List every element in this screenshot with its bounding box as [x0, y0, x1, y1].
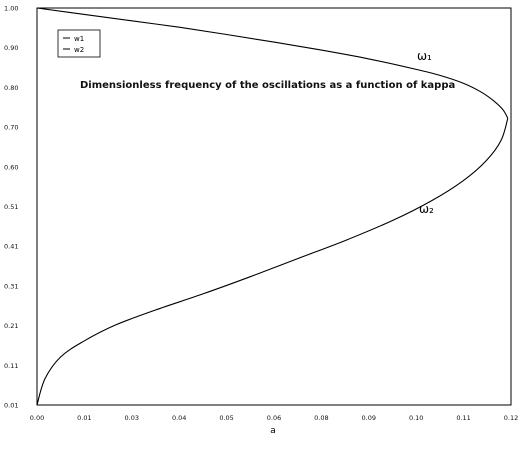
x-tick-label: 0.05 [219, 414, 233, 422]
x-tick-label: 0.11 [456, 414, 470, 422]
x-axis-label: a [270, 426, 276, 436]
legend: w1 w2 [57, 29, 101, 58]
x-tick-label: 0.03 [125, 414, 139, 422]
x-tick-label: 0.01 [77, 414, 91, 422]
x-tick-label: 0.00 [30, 414, 44, 422]
chart-annotation: Dimensionless frequency of the oscillati… [80, 80, 455, 91]
y-tick-label: 0.60 [4, 163, 18, 171]
y-tick-label: 0.21 [4, 322, 18, 330]
curve-label-omega1: ω₁ [417, 49, 432, 63]
x-tick-label: 0.04 [172, 414, 186, 422]
y-tick-label: 0.41 [4, 243, 18, 251]
y-tick-label: 0.01 [4, 402, 18, 410]
x-tick-label: 0.06 [267, 414, 281, 422]
tick-labels: 0.01 0.11 0.21 0.31 0.41 0.51 0.60 0.70 0.80 0.90… [4, 5, 518, 423]
y-tick-label: 0.11 [4, 362, 18, 370]
y-tick-label: 0.51 [4, 203, 18, 211]
axes-frame [36, 7, 512, 406]
series-layer [36, 7, 509, 406]
legend-box [57, 29, 101, 58]
plot-frame [36, 7, 512, 406]
y-tick-label: 0.90 [4, 44, 18, 52]
y-tick-label: 1.00 [4, 5, 18, 13]
series-line-w2 [36, 118, 509, 406]
x-tick-label: 0.09 [362, 414, 376, 422]
curve-label-omega2: ω₂ [419, 202, 434, 216]
y-tick-label: 0.31 [4, 282, 18, 290]
x-tick-label: 0.12 [504, 414, 518, 422]
series-line-w1 [36, 7, 509, 119]
y-tick-label: 0.70 [4, 124, 18, 132]
y-tick-label: 0.80 [4, 84, 18, 92]
legend-label-w1: w1 [74, 35, 84, 43]
x-tick-label: 0.10 [409, 414, 423, 422]
legend-label-w2: w2 [74, 46, 84, 54]
x-tick-label: 0.08 [314, 414, 328, 422]
